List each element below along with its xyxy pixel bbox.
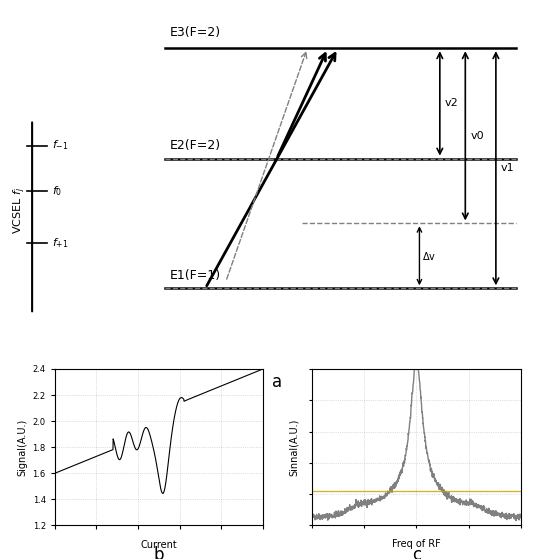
X-axis label: Current: Current <box>140 540 178 550</box>
Text: E3(F=2): E3(F=2) <box>170 26 221 39</box>
Y-axis label: Sinnal(A.U.): Sinnal(A.U.) <box>289 419 299 476</box>
Text: c: c <box>412 546 421 559</box>
Text: v2: v2 <box>445 98 459 108</box>
Text: E1(F=1): E1(F=1) <box>170 269 221 282</box>
Text: VCSEL $f_j$: VCSEL $f_j$ <box>11 187 27 234</box>
Text: v0: v0 <box>470 131 484 141</box>
Text: $f_0$: $f_0$ <box>53 184 63 198</box>
Text: a: a <box>272 372 282 391</box>
Text: $f_{+1}$: $f_{+1}$ <box>53 236 69 250</box>
X-axis label: Freq of RF: Freq of RF <box>392 539 441 548</box>
Text: $f_{-1}$: $f_{-1}$ <box>53 139 69 153</box>
Y-axis label: Signal(A.U.): Signal(A.U.) <box>17 419 27 476</box>
Text: v1: v1 <box>501 163 515 173</box>
Text: E2(F=2): E2(F=2) <box>170 139 221 152</box>
Text: $\Delta$v: $\Delta$v <box>422 250 436 262</box>
Text: b: b <box>153 546 164 559</box>
